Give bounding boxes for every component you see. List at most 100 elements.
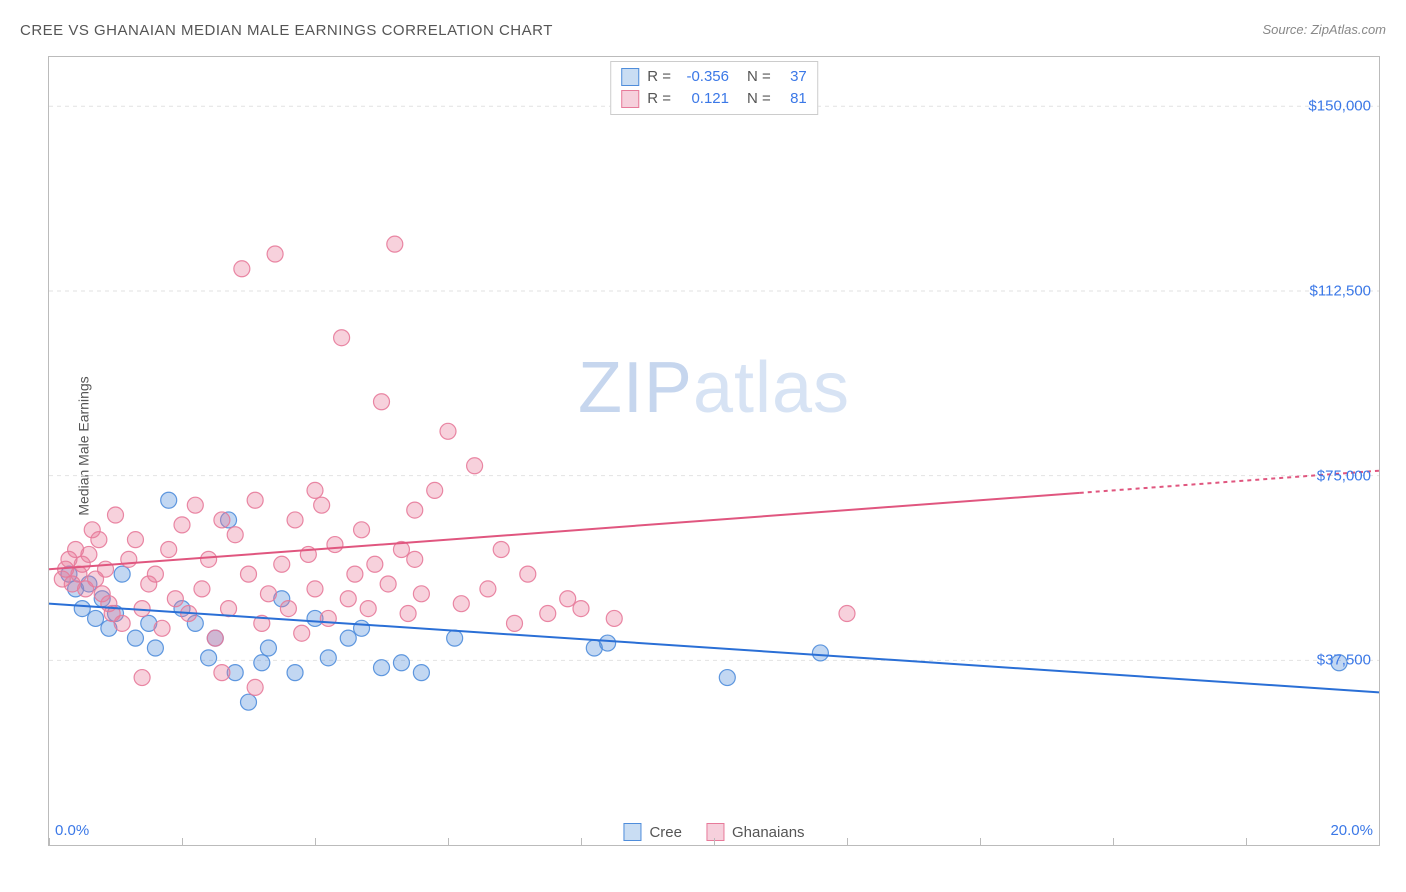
data-point	[307, 482, 323, 498]
data-point	[839, 606, 855, 622]
data-point	[91, 532, 107, 548]
data-point	[520, 566, 536, 582]
data-point	[387, 236, 403, 252]
data-point	[393, 655, 409, 671]
x-tick-mark	[980, 838, 981, 846]
data-point	[287, 665, 303, 681]
data-point	[606, 610, 622, 626]
source-attribution: Source: ZipAtlas.com	[1262, 22, 1386, 37]
data-point	[108, 507, 124, 523]
x-tick-mark	[315, 838, 316, 846]
data-point	[493, 542, 509, 558]
data-point	[127, 630, 143, 646]
legend-swatch	[623, 823, 641, 841]
data-point	[374, 394, 390, 410]
data-point	[74, 601, 90, 617]
data-point	[114, 566, 130, 582]
chart-title: CREE VS GHANAIAN MEDIAN MALE EARNINGS CO…	[20, 22, 553, 39]
data-point	[427, 482, 443, 498]
data-point	[247, 492, 263, 508]
x-tick-mark	[847, 838, 848, 846]
legend-row: R = -0.356 N = 37	[621, 66, 807, 88]
legend-n-value: 81	[779, 88, 807, 110]
legend-swatch	[621, 90, 639, 108]
y-tick-label: $37,500	[1317, 652, 1371, 669]
data-point	[347, 566, 363, 582]
data-point	[214, 512, 230, 528]
correlation-legend: R =-0.356N =37R =0.121N =81	[610, 61, 818, 115]
data-point	[407, 551, 423, 567]
data-point	[221, 601, 237, 617]
legend-n-label: N =	[747, 88, 771, 110]
data-point	[340, 591, 356, 607]
data-point	[121, 551, 137, 567]
data-point	[234, 261, 250, 277]
data-point	[241, 694, 257, 710]
data-point	[247, 679, 263, 695]
x-tick-mark	[1113, 838, 1114, 846]
legend-n-value: 37	[779, 66, 807, 88]
data-point	[320, 650, 336, 666]
data-point	[374, 660, 390, 676]
data-point	[413, 665, 429, 681]
data-point	[407, 502, 423, 518]
legend-label: Ghanaians	[732, 824, 805, 841]
data-point	[201, 650, 217, 666]
data-point	[254, 655, 270, 671]
data-point	[127, 532, 143, 548]
data-point	[194, 581, 210, 597]
data-point	[540, 606, 556, 622]
legend-item: Cree	[623, 823, 682, 841]
data-point	[174, 517, 190, 533]
data-point	[719, 670, 735, 686]
legend-n-label: N =	[747, 66, 771, 88]
data-point	[573, 601, 589, 617]
data-point	[453, 596, 469, 612]
legend-r-label: R =	[647, 88, 671, 110]
legend-r-value: -0.356	[679, 66, 729, 88]
data-point	[340, 630, 356, 646]
scatter-plot-svg	[49, 57, 1379, 845]
x-tick-mark	[714, 838, 715, 846]
legend-r-label: R =	[647, 66, 671, 88]
data-point	[241, 566, 257, 582]
data-point	[287, 512, 303, 528]
y-tick-label: $112,500	[1310, 282, 1371, 299]
legend-swatch	[621, 68, 639, 86]
data-point	[207, 630, 223, 646]
x-tick-mark	[182, 838, 183, 846]
y-tick-label: $75,000	[1317, 467, 1371, 484]
data-point	[134, 670, 150, 686]
data-point	[367, 556, 383, 572]
data-point	[560, 591, 576, 607]
data-point	[201, 551, 217, 567]
data-point	[161, 492, 177, 508]
data-point	[467, 458, 483, 474]
data-point	[354, 620, 370, 636]
data-point	[260, 640, 276, 656]
data-point	[167, 591, 183, 607]
data-point	[400, 606, 416, 622]
legend-row: R =0.121N =81	[621, 88, 807, 110]
data-point	[380, 576, 396, 592]
data-point	[154, 620, 170, 636]
x-tick-mark	[448, 838, 449, 846]
data-point	[320, 610, 336, 626]
x-tick-mark	[581, 838, 582, 846]
data-point	[147, 566, 163, 582]
data-point	[354, 522, 370, 538]
data-point	[267, 246, 283, 262]
data-point	[88, 610, 104, 626]
x-tick-label: 0.0%	[55, 822, 89, 839]
x-tick-mark	[1246, 838, 1247, 846]
data-point	[413, 586, 429, 602]
data-point	[260, 586, 276, 602]
data-point	[327, 537, 343, 553]
data-point	[227, 527, 243, 543]
data-point	[81, 546, 97, 562]
data-point	[812, 645, 828, 661]
data-point	[280, 601, 296, 617]
y-tick-label: $150,000	[1308, 98, 1371, 115]
data-point	[334, 330, 350, 346]
chart-area: ZIPatlas R =-0.356N =37R =0.121N =81 Cre…	[48, 56, 1380, 846]
